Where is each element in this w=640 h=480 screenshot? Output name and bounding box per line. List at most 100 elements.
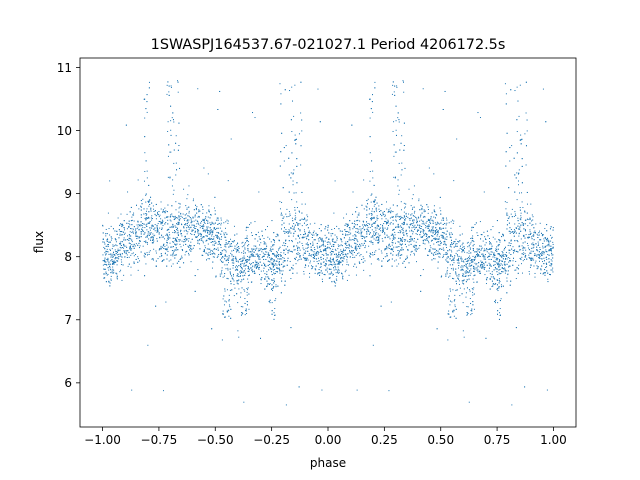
data-point	[455, 271, 457, 273]
data-point	[343, 250, 345, 252]
data-point	[222, 276, 224, 278]
data-point	[199, 225, 201, 227]
data-point	[312, 266, 314, 268]
data-point	[502, 254, 504, 256]
data-point	[342, 278, 344, 280]
data-point	[278, 261, 280, 263]
data-point	[111, 237, 113, 239]
data-point	[173, 162, 175, 164]
data-point	[474, 255, 476, 257]
data-point	[386, 221, 388, 223]
data-point	[300, 112, 302, 114]
data-point	[415, 241, 417, 243]
data-point	[241, 259, 243, 261]
data-point	[244, 268, 246, 270]
data-point	[122, 234, 124, 236]
data-point	[541, 235, 543, 237]
data-point	[310, 243, 312, 245]
data-point	[140, 214, 142, 216]
data-point	[314, 256, 316, 258]
data-point	[348, 274, 350, 276]
data-point	[458, 283, 460, 285]
data-point	[476, 267, 478, 269]
data-point	[525, 234, 527, 236]
data-point	[463, 250, 465, 252]
data-point	[342, 260, 344, 262]
data-point	[244, 243, 246, 245]
data-point	[456, 259, 458, 261]
data-point	[225, 251, 227, 253]
data-point	[550, 249, 552, 251]
data-point	[367, 198, 369, 200]
data-point	[146, 234, 148, 236]
data-point	[384, 248, 386, 250]
data-point	[261, 249, 263, 251]
data-point	[518, 228, 520, 230]
data-point	[496, 262, 498, 264]
data-point	[352, 228, 354, 230]
data-point	[409, 224, 411, 226]
data-point	[207, 231, 209, 233]
data-point	[249, 256, 251, 258]
data-point	[449, 258, 451, 260]
data-point	[161, 236, 163, 238]
data-point	[326, 269, 328, 271]
data-point	[523, 258, 525, 260]
data-point	[433, 205, 435, 207]
data-point	[416, 231, 418, 233]
data-point	[468, 259, 470, 261]
data-point	[483, 231, 485, 233]
data-point	[457, 277, 459, 279]
data-point	[190, 250, 192, 252]
data-point	[346, 261, 348, 263]
data-point	[438, 241, 440, 243]
data-point	[120, 269, 122, 271]
data-point	[225, 301, 227, 303]
data-point	[423, 233, 425, 235]
data-point	[521, 272, 523, 274]
data-point	[499, 273, 501, 275]
data-point	[313, 234, 315, 236]
data-point	[324, 249, 326, 251]
data-point	[439, 227, 441, 229]
data-point	[313, 230, 315, 232]
data-point	[420, 228, 422, 230]
data-point	[390, 253, 392, 255]
data-point	[215, 242, 217, 244]
data-point	[395, 246, 397, 248]
data-point	[405, 218, 407, 220]
data-point	[107, 212, 109, 214]
data-point	[307, 233, 309, 235]
data-point	[456, 255, 458, 257]
data-point	[507, 257, 509, 259]
data-point	[229, 271, 231, 273]
data-point	[336, 279, 338, 281]
data-point	[476, 232, 478, 234]
data-point	[529, 259, 531, 261]
data-point	[244, 298, 246, 300]
data-point	[330, 271, 332, 273]
data-point	[207, 238, 209, 240]
data-point	[167, 234, 169, 236]
data-point	[268, 252, 270, 254]
data-point	[550, 259, 552, 261]
data-point	[211, 221, 213, 223]
data-point	[530, 252, 532, 254]
data-point	[398, 121, 400, 123]
data-point	[237, 250, 239, 252]
data-point	[176, 237, 178, 239]
data-point	[449, 264, 451, 266]
data-point	[204, 222, 206, 224]
data-point	[328, 273, 330, 275]
data-point	[206, 212, 208, 214]
data-point	[198, 223, 200, 225]
data-point	[525, 256, 527, 258]
data-point	[377, 224, 379, 226]
data-point	[425, 233, 427, 235]
data-point	[490, 258, 492, 260]
data-point	[274, 272, 276, 274]
data-point	[108, 280, 110, 282]
data-point	[168, 231, 170, 233]
data-point	[348, 244, 350, 246]
data-point	[531, 243, 533, 245]
